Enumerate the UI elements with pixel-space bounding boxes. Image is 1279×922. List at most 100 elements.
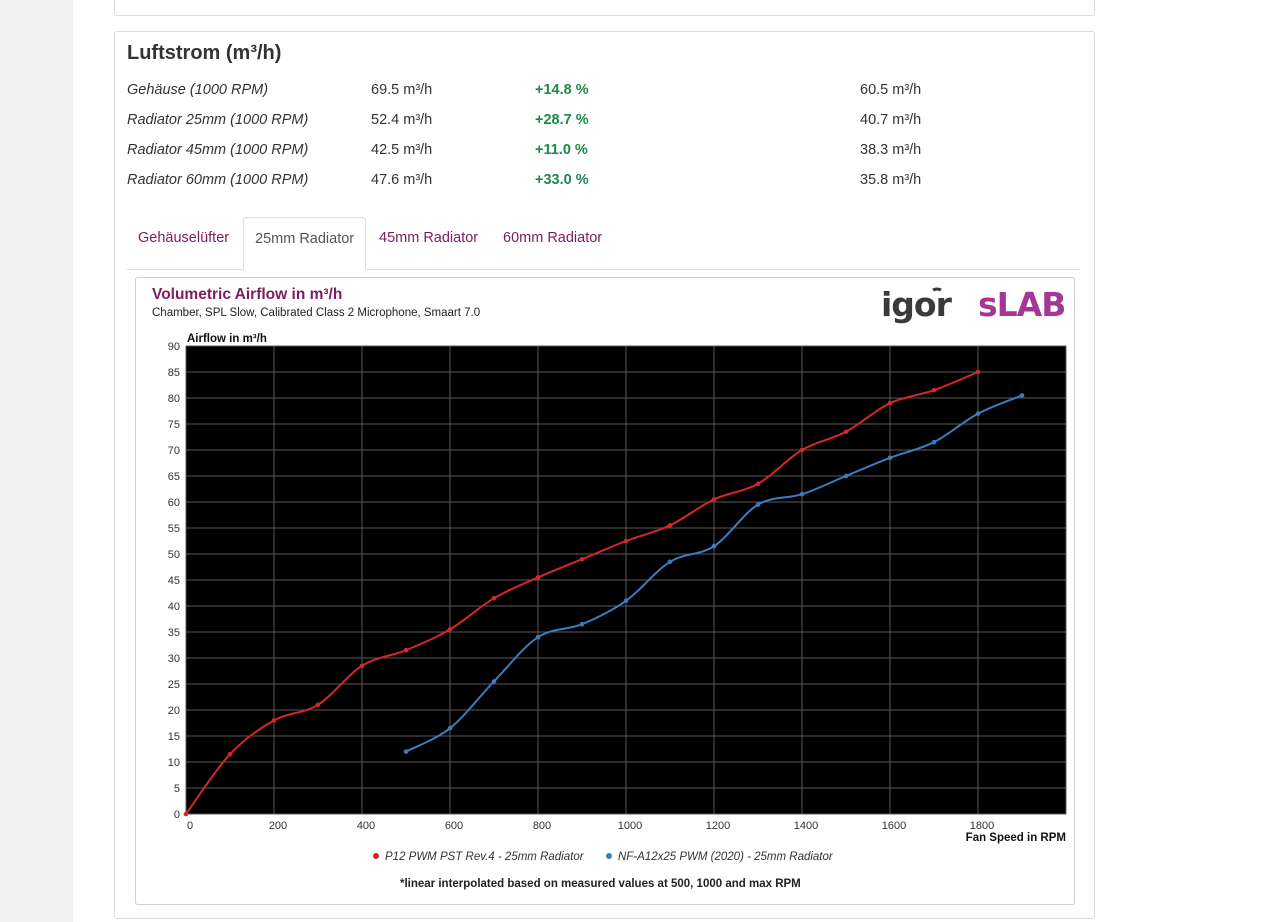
data-point-series-1 [579, 556, 585, 562]
logo-text-right: sLAB [978, 285, 1065, 324]
data-point-series-1 [271, 718, 277, 723]
x-tick-label: 1400 [794, 820, 818, 832]
data-point-series-2 [667, 559, 673, 565]
data-point-series-1 [623, 538, 629, 544]
data-point-series-2 [931, 439, 937, 445]
y-tick-label: 90 [168, 341, 180, 353]
x-tick-label: 200 [269, 820, 287, 832]
stat-row: Radiator 60mm (1000 RPM) 47.6 m³/h +33.0… [127, 167, 1077, 197]
data-point-series-2 [535, 634, 541, 640]
legend-label-series-1: P12 PWM PST Rev.4 - 25mm Radiator [385, 851, 585, 863]
stat-percent: +28.7 % [535, 112, 589, 128]
y-tick-label: 75 [168, 419, 180, 431]
y-tick-label: 65 [168, 471, 180, 483]
x-tick-label: 0 [187, 820, 193, 832]
y-tick-label: 50 [168, 549, 180, 561]
airflow-card: Luftstrom (m³/h) Gehäuse (1000 RPM) 69.5… [114, 31, 1095, 919]
data-point-series-1 [755, 481, 761, 487]
data-point-series-2 [799, 491, 805, 497]
stat-percent: +11.0 % [535, 142, 588, 158]
x-tick-label: 800 [533, 820, 551, 832]
tab-gehaeuseluefter[interactable]: Gehäuselüfter [138, 230, 230, 246]
data-point-series-1 [447, 627, 453, 632]
data-point-series-2 [1019, 393, 1025, 398]
y-tick-label: 40 [168, 601, 180, 613]
data-point-series-2 [975, 411, 981, 416]
y-tick-label: 15 [168, 731, 180, 743]
data-point-series-1 [799, 447, 805, 453]
legend-label-series-2: NF-A12x25 PWM (2020) - 25mm Radiator [618, 851, 834, 863]
data-point-series-1 [931, 387, 937, 393]
data-point-series-2 [403, 749, 409, 754]
x-tick-label: 600 [445, 820, 463, 832]
x-tick-label: 1200 [706, 820, 730, 832]
data-point-series-1 [843, 429, 849, 435]
y-tick-label: 30 [168, 653, 180, 665]
legend: P12 PWM PST Rev.4 - 25mm Radiator NF-A12… [373, 851, 834, 863]
data-point-series-2 [491, 679, 497, 684]
data-point-series-2 [623, 598, 629, 604]
stat-row: Radiator 45mm (1000 RPM) 42.5 m³/h +11.0… [127, 137, 1077, 167]
legend-marker-series-1 [373, 853, 379, 859]
y-tick-label: 35 [168, 627, 180, 639]
y-tick-label: 80 [168, 393, 180, 405]
airflow-chart: Volumetric Airflow in m³/h Chamber, SPL … [152, 285, 1067, 890]
data-point-series-1 [667, 523, 673, 528]
x-tick-label: 400 [357, 820, 375, 832]
data-point-series-1 [227, 751, 233, 757]
stat-label: Radiator 60mm (1000 RPM) [127, 172, 309, 188]
chart-container: Volumetric Airflow in m³/h Chamber, SPL … [135, 277, 1075, 905]
stat-row: Gehäuse (1000 RPM) 69.5 m³/h +14.8 % 60.… [127, 77, 1077, 107]
tab-25mm-radiator[interactable]: 25mm Radiator [243, 217, 367, 270]
y-tick-label: 70 [168, 445, 180, 457]
stat-label: Radiator 45mm (1000 RPM) [127, 142, 309, 158]
data-point-series-2 [447, 725, 453, 731]
legend-marker-series-2 [606, 853, 612, 859]
stat-row: Radiator 25mm (1000 RPM) 52.4 m³/h +28.7… [127, 107, 1077, 137]
data-point-series-2 [887, 455, 893, 461]
left-gutter [0, 0, 73, 922]
data-point-series-1 [491, 595, 497, 601]
stat-value-a: 42.5 m³/h [371, 142, 433, 158]
stat-percent: +33.0 % [535, 172, 589, 188]
chart-footnote: *linear interpolated based on measured v… [400, 878, 801, 890]
stat-percent: +14.8 % [535, 82, 589, 98]
x-axis-label: Fan Speed in RPM [966, 832, 1066, 844]
chart-subtitle: Chamber, SPL Slow, Calibrated Class 2 Mi… [152, 307, 480, 319]
stat-value-a: 69.5 m³/h [371, 82, 433, 98]
stat-value-b: 60.5 m³/h [860, 82, 922, 98]
data-point-series-1 [403, 647, 409, 653]
data-point-series-2 [755, 502, 761, 507]
stat-label: Gehäuse (1000 RPM) [127, 82, 269, 98]
section-title: Luftstrom (m³/h) [127, 42, 282, 64]
stats-table: Gehäuse (1000 RPM) 69.5 m³/h +14.8 % 60.… [127, 77, 1077, 197]
data-point-series-1 [535, 575, 541, 580]
data-point-series-1 [975, 369, 981, 375]
x-tick-label: 1800 [970, 820, 994, 832]
data-point-series-1 [183, 811, 189, 817]
data-point-series-1 [711, 497, 717, 502]
data-point-series-2 [843, 473, 849, 479]
stat-value-b: 35.8 m³/h [860, 172, 922, 188]
tab-45mm-radiator[interactable]: 45mm Radiator [379, 230, 479, 246]
logo-text-left: igor [881, 285, 953, 324]
stat-label: Radiator 25mm (1000 RPM) [127, 112, 309, 128]
y-tick-label: 85 [168, 367, 180, 379]
previous-card [114, 0, 1095, 16]
tab-60mm-radiator[interactable]: 60mm Radiator [503, 230, 603, 246]
data-point-series-2 [711, 543, 717, 549]
plot-area: 0 5 10 15 20 25 30 35 40 45 50 55 60 65 70 75 80 85 90 0 200… [168, 333, 1067, 844]
x-tick-label: 1600 [882, 820, 906, 832]
data-point-series-1 [359, 663, 365, 669]
stat-value-a: 52.4 m³/h [371, 112, 433, 128]
stat-value-b: 40.7 m³/h [860, 112, 922, 128]
chart-title: Volumetric Airflow in m³/h [152, 286, 342, 303]
logo-apostrophe [932, 287, 942, 292]
data-point-series-2 [579, 621, 585, 627]
x-tick-label: 1000 [618, 820, 642, 832]
y-tick-label: 20 [168, 705, 180, 717]
y-tick-label: 10 [168, 757, 180, 769]
y-tick-label: 60 [168, 497, 180, 509]
y-tick-label: 5 [174, 783, 180, 795]
y-tick-label: 0 [174, 809, 180, 821]
